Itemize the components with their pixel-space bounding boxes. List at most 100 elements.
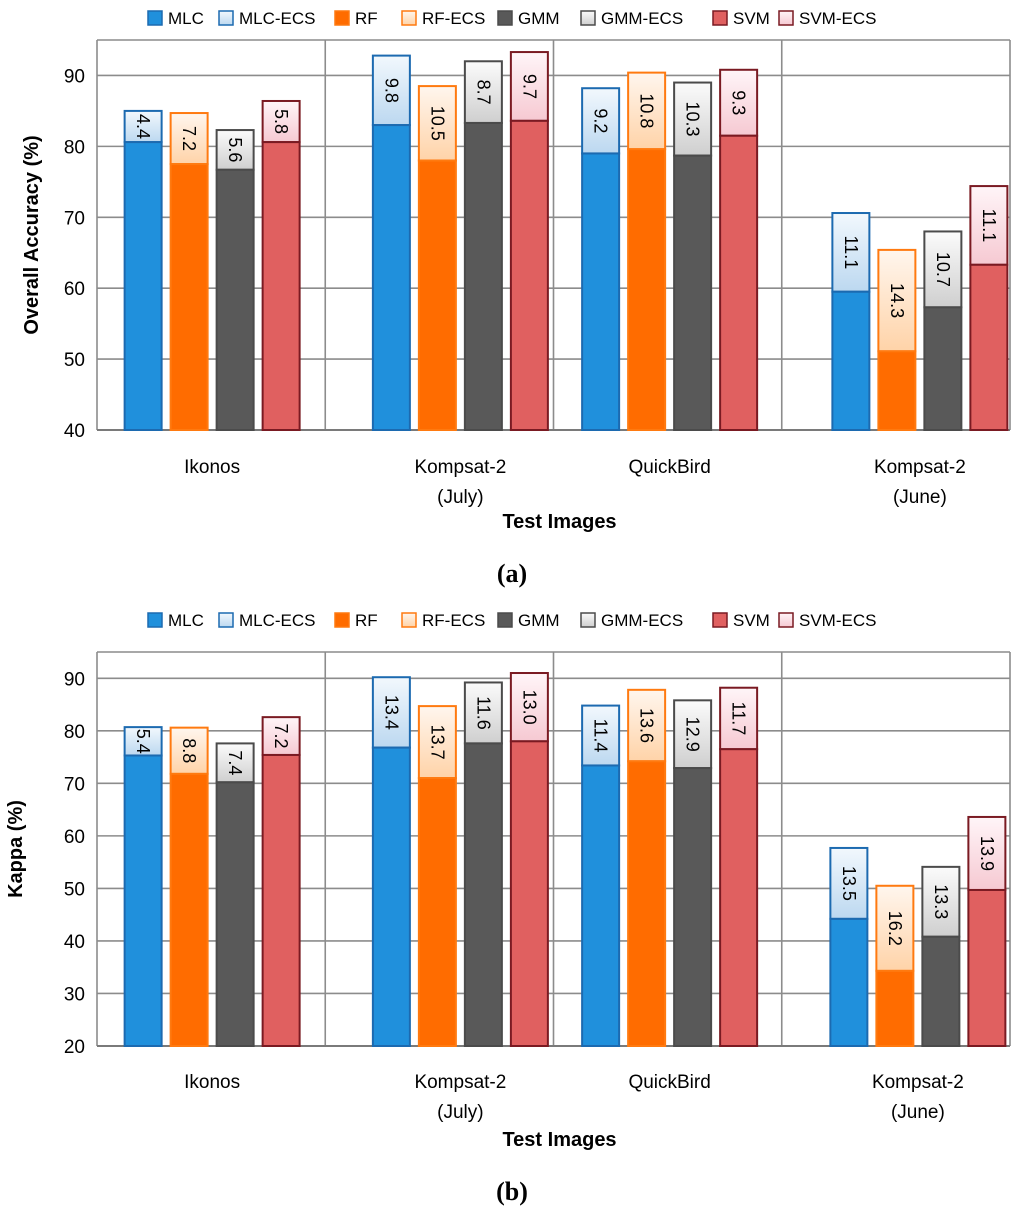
data-label-mlc-ecs: 11.1 — [841, 236, 861, 270]
y-tick-label: 40 — [64, 421, 85, 442]
data-label-gmm-ecs: 10.7 — [933, 252, 953, 287]
bar-mlc — [581, 152, 621, 431]
bar-svm-ecs — [509, 672, 549, 743]
bar-gmm — [923, 306, 963, 431]
legend: MLC MLC-ECS RF RF-ECS GMM GMM-ECS SVM SVM-ECS — [147, 611, 876, 630]
bar-rf — [627, 760, 667, 1047]
y-tick-label: 40 — [64, 932, 85, 953]
legend-swatch-gmm — [497, 612, 513, 628]
legend-swatch-mlc-ecs — [218, 10, 234, 26]
y-tick-label: 50 — [64, 879, 85, 900]
bar-gmm-ecs — [215, 742, 255, 784]
bar-svm-ecs — [261, 716, 301, 756]
bar-mlc — [831, 290, 871, 431]
bar-svm — [719, 134, 759, 432]
y-axis-title: Kappa (%) — [5, 800, 27, 898]
x-tick-label: QuickBird — [628, 457, 710, 478]
y-tick-label: 80 — [64, 137, 85, 158]
x-tick-label: Kompsat-2 — [872, 1072, 964, 1093]
bar-gmm — [215, 168, 255, 431]
panel-label: (b) — [496, 1177, 528, 1206]
bar-gmm — [673, 767, 713, 1048]
data-label-svm-ecs: 9.7 — [519, 74, 539, 99]
data-label-rf-ecs: 10.8 — [637, 93, 657, 128]
x-axis-title: Test Images — [502, 1129, 616, 1151]
bar-mlc-ecs — [581, 87, 621, 155]
data-label-rf-ecs: 10.5 — [427, 106, 447, 141]
bar-svm — [967, 888, 1007, 1048]
bar-svm — [719, 748, 759, 1047]
x-tick-label: Kompsat-2 — [414, 457, 506, 478]
legend-label-gmm-ecs: GMM-ECS — [601, 611, 683, 630]
bar-svm — [261, 753, 301, 1047]
y-tick-label: 60 — [64, 279, 85, 300]
data-label-gmm-ecs: 8.7 — [473, 80, 493, 105]
bar-svm-ecs — [719, 686, 759, 751]
bar-gmm — [463, 742, 503, 1048]
data-label-svm-ecs: 9.3 — [729, 90, 749, 115]
data-label-rf-ecs: 13.6 — [637, 708, 657, 743]
data-label-rf-ecs: 8.8 — [179, 738, 199, 763]
bar-svm-ecs — [967, 815, 1007, 891]
y-tick-label: 90 — [64, 669, 85, 690]
data-label-gmm-ecs: 5.6 — [225, 137, 245, 162]
bar-gmm-ecs — [923, 230, 963, 309]
bar-gmm — [463, 121, 503, 432]
bar-rf — [169, 772, 209, 1047]
legend-label-svm: SVM — [733, 611, 770, 630]
bar-mlc-ecs — [831, 212, 871, 293]
legend-swatch-gmm — [497, 10, 513, 26]
data-label-svm-ecs: 13.0 — [519, 690, 539, 725]
data-label-svm-ecs: 13.9 — [977, 836, 997, 871]
bar-mlc-ecs — [829, 846, 869, 920]
data-label-gmm-ecs: 10.3 — [683, 102, 703, 137]
data-label-rf-ecs: 14.3 — [887, 283, 907, 318]
bar-mlc — [581, 764, 621, 1047]
data-label-mlc-ecs: 5.4 — [133, 729, 153, 754]
bar-mlc-ecs — [371, 54, 411, 127]
x-tick-label: (June) — [891, 1102, 945, 1123]
panel-label: (a) — [497, 559, 527, 588]
bar-mlc — [371, 746, 411, 1047]
chart-panel-a: MLC MLC-ECS RF RF-ECS GMM GMM-ECS SVM SVM-ECS 40… — [21, 9, 1011, 588]
data-label-rf-ecs: 7.2 — [179, 126, 199, 151]
data-label-svm-ecs: 11.7 — [729, 702, 749, 736]
y-tick-label: 70 — [64, 774, 85, 795]
data-label-mlc-ecs: 13.4 — [381, 695, 401, 730]
bar-svm-ecs — [969, 185, 1009, 266]
data-label-gmm-ecs: 13.3 — [931, 884, 951, 919]
legend-swatch-gmm-ecs — [580, 10, 596, 26]
legend-swatch-mlc — [147, 10, 163, 26]
bar-gmm-ecs — [463, 60, 503, 124]
legend-label-svm-ecs: SVM-ECS — [799, 9, 876, 28]
y-tick-label: 80 — [64, 722, 85, 743]
x-tick-label: (July) — [437, 1102, 483, 1123]
legend-label-svm: SVM — [733, 9, 770, 28]
legend-label-rf: RF — [355, 611, 378, 630]
bar-mlc-ecs — [581, 704, 621, 767]
legend-swatch-svm-ecs — [778, 612, 794, 628]
legend-label-rf-ecs: RF-ECS — [422, 611, 485, 630]
legend-label-rf-ecs: RF-ECS — [422, 9, 485, 28]
bar-svm-ecs — [509, 51, 549, 122]
bar-svm — [509, 119, 549, 431]
data-label-mlc-ecs: 11.4 — [591, 719, 611, 753]
data-label-svm-ecs: 7.2 — [271, 724, 291, 749]
legend-swatch-mlc-ecs — [218, 612, 234, 628]
legend-label-gmm-ecs: GMM-ECS — [601, 9, 683, 28]
bar-gmm-ecs — [921, 865, 961, 938]
bar-gmm — [215, 781, 255, 1047]
data-label-mlc-ecs: 9.2 — [591, 108, 611, 133]
bar-mlc-ecs — [371, 676, 411, 749]
legend-label-gmm: GMM — [518, 9, 560, 28]
bar-svm — [509, 740, 549, 1047]
data-label-mlc-ecs: 13.5 — [839, 866, 859, 901]
data-label-mlc-ecs: 9.8 — [381, 78, 401, 103]
bar-mlc-ecs — [123, 109, 163, 144]
x-tick-label: Kompsat-2 — [874, 457, 966, 478]
legend-swatch-gmm-ecs — [580, 612, 596, 628]
bar-svm — [969, 263, 1009, 432]
bar-mlc — [371, 124, 411, 431]
y-tick-label: 30 — [64, 984, 85, 1005]
